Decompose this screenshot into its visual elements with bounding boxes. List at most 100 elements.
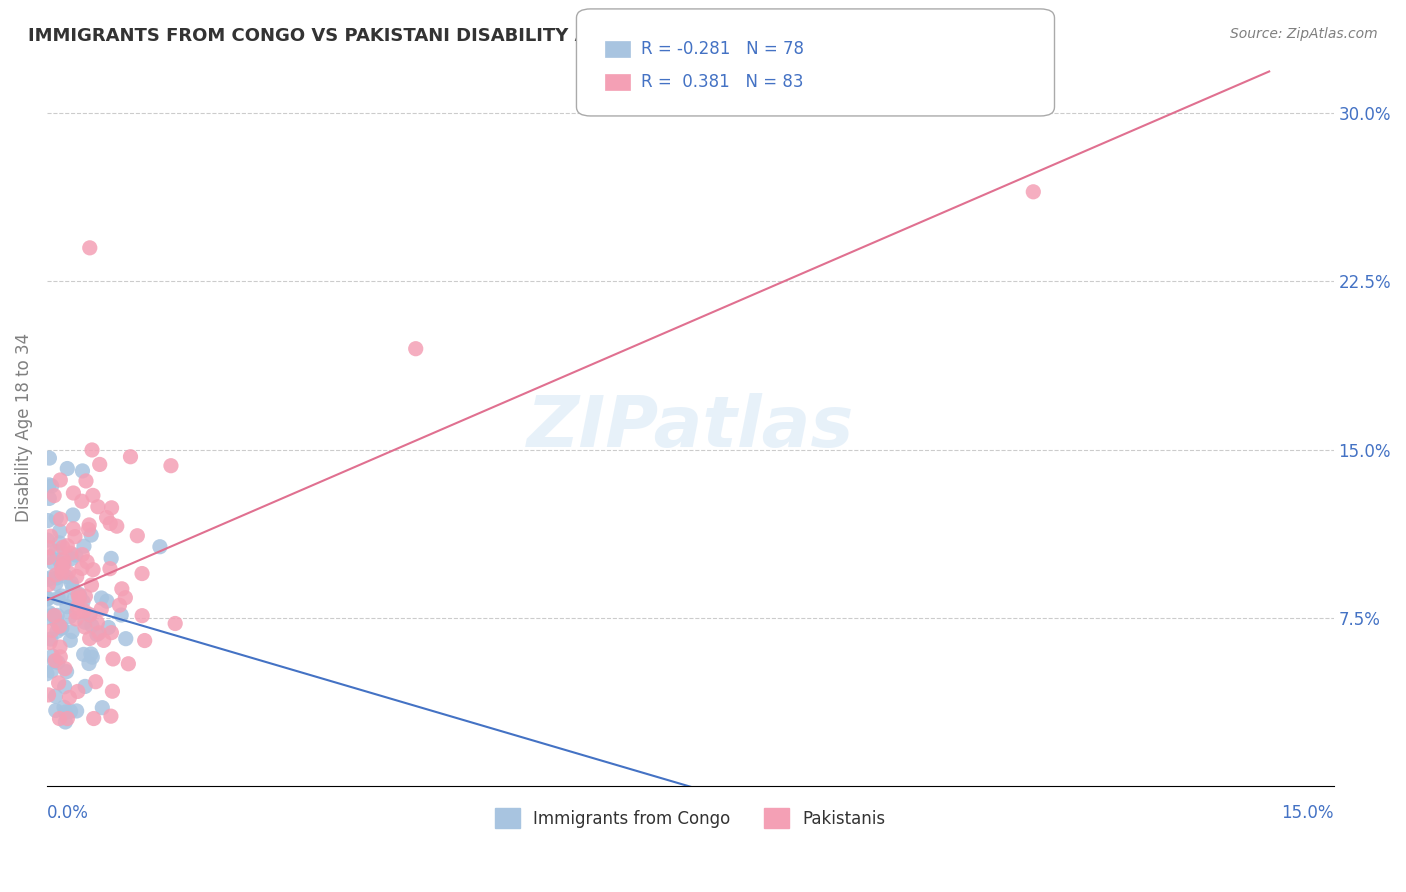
Point (405, 342, 427, 356)
Point (72, 548, 94, 562)
Point (37, 577, 59, 591)
Point (62, 508, 84, 522)
Point (67, 591, 90, 605)
Point (79, 607, 101, 622)
Point (97, 620, 120, 634)
Point (59, 546, 82, 560)
Point (100, 625, 122, 640)
Point (100, 500, 122, 515)
Point (96, 594, 118, 608)
Point (38, 635, 60, 649)
Point (134, 633, 156, 648)
Point (79, 632, 101, 646)
Point (37, 610, 59, 624)
Point (114, 591, 136, 605)
Point (48, 676, 70, 690)
Point (52, 541, 75, 555)
Point (60, 575, 83, 590)
Point (37, 514, 59, 528)
Point (44, 655, 66, 669)
Point (76, 555, 98, 569)
Point (37, 591, 59, 606)
Point (127, 529, 149, 543)
Point (45, 576, 67, 591)
Point (73, 539, 96, 553)
Point (41, 624, 63, 638)
Point (45, 511, 67, 525)
Point (101, 684, 124, 698)
Point (56, 712, 79, 726)
Point (37, 572, 59, 586)
Point (75, 680, 97, 694)
Point (87, 500, 110, 514)
Point (117, 657, 139, 671)
Point (44, 689, 66, 703)
Point (1022, 185, 1045, 199)
Text: ZIPatlas: ZIPatlas (526, 392, 853, 462)
Point (38, 491, 60, 506)
Point (51, 566, 73, 580)
Point (59, 609, 82, 624)
Point (46, 591, 69, 605)
Point (38, 606, 60, 620)
Point (41, 607, 63, 622)
Point (39, 549, 62, 564)
Point (67, 587, 90, 601)
Point (100, 551, 122, 566)
Point (67, 588, 90, 602)
Point (51, 589, 73, 603)
Point (79, 607, 101, 622)
Point (48, 712, 70, 726)
Legend: Immigrants from Congo, Pakistanis: Immigrants from Congo, Pakistanis (488, 801, 891, 835)
Point (86, 627, 108, 641)
Point (79, 241, 101, 255)
Point (38, 550, 60, 565)
Point (48, 619, 70, 633)
Point (53, 662, 76, 676)
Point (51, 621, 73, 635)
Text: Source: ZipAtlas.com: Source: ZipAtlas.com (1230, 27, 1378, 41)
Point (59, 705, 82, 719)
Text: R = -0.281   N = 78: R = -0.281 N = 78 (641, 40, 804, 58)
Point (53, 714, 76, 729)
Text: IMMIGRANTS FROM CONGO VS PAKISTANI DISABILITY AGE 18 TO 34 CORRELATION CHART: IMMIGRANTS FROM CONGO VS PAKISTANI DISAB… (28, 27, 934, 45)
Point (82, 563, 104, 577)
Point (46, 608, 69, 623)
Point (66, 704, 89, 718)
Point (77, 517, 100, 532)
Point (60, 624, 83, 639)
Point (108, 599, 131, 613)
Point (73, 620, 96, 634)
Point (75, 474, 97, 488)
Point (48, 524, 70, 538)
Point (45, 615, 67, 629)
Point (89, 458, 111, 472)
Point (131, 566, 153, 581)
Point (66, 599, 89, 614)
Point (93, 633, 115, 648)
Point (35, 592, 58, 607)
Point (73, 604, 96, 618)
Point (58, 566, 80, 580)
Y-axis label: Disability Age 18 to 34: Disability Age 18 to 34 (15, 333, 32, 522)
Point (90, 602, 112, 616)
Point (45, 704, 67, 718)
Point (49, 649, 72, 664)
Point (38, 451, 60, 466)
Text: 0.0%: 0.0% (46, 804, 89, 822)
Point (100, 709, 122, 723)
Point (70, 494, 93, 508)
Point (62, 486, 84, 500)
Point (111, 582, 134, 596)
Point (60, 551, 83, 566)
Point (53, 557, 76, 571)
Point (65, 548, 87, 562)
Point (72, 464, 94, 478)
Point (80, 442, 103, 457)
Point (82, 488, 104, 502)
Point (51, 621, 73, 635)
Point (66, 569, 89, 583)
Point (91, 700, 114, 714)
Point (46, 656, 69, 670)
Point (41, 648, 63, 663)
